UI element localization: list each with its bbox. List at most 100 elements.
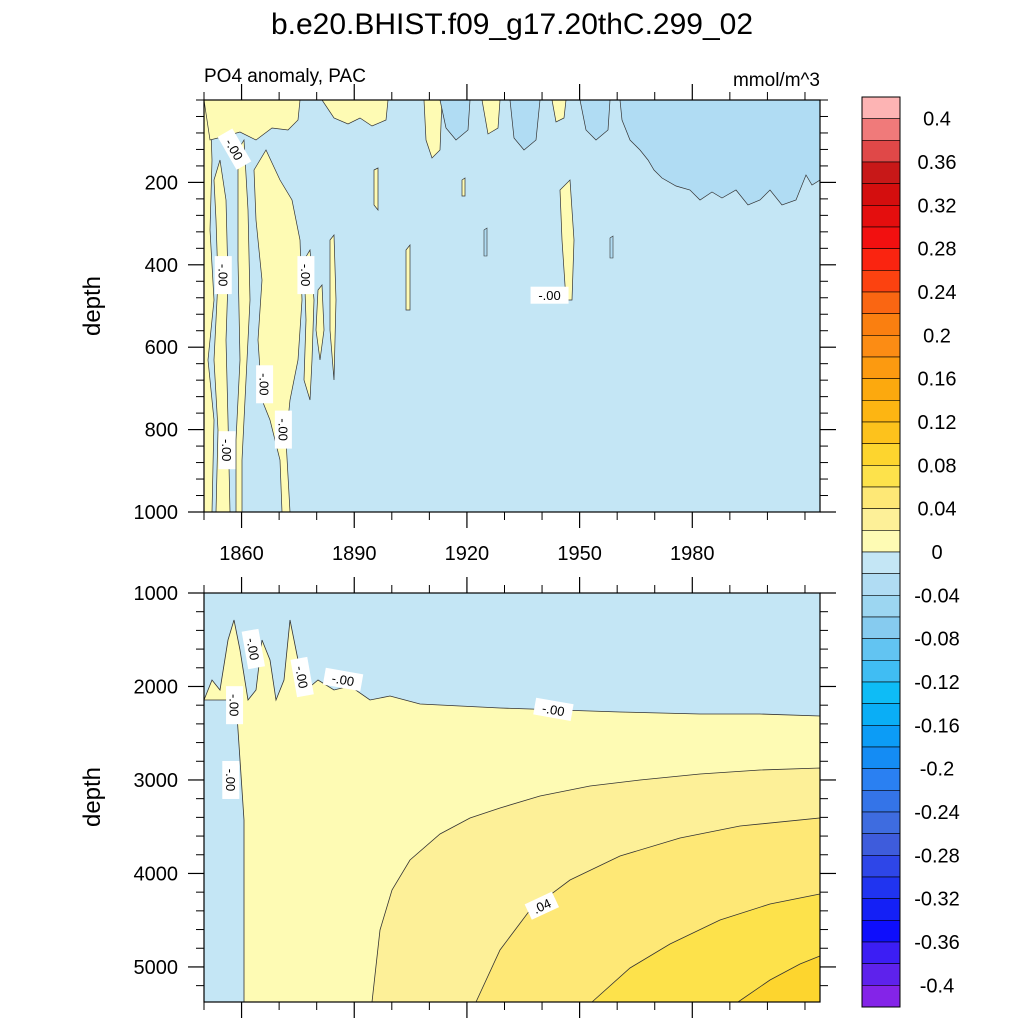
left-string: PO4 anomaly, PAC: [204, 66, 366, 87]
lower-axis-ticks: 1000 2000 3000 4000 5000: [134, 577, 836, 1018]
contour-label-text: -.00: [292, 665, 311, 690]
colorbar-box: [861, 465, 901, 488]
contour-label-text: -.00: [215, 264, 230, 286]
colorbar-label: -0.12: [914, 672, 960, 694]
colorbar-box: [861, 920, 901, 943]
upper-xtick-label: 1950: [557, 543, 602, 565]
contour-label-text: -.00: [331, 671, 356, 690]
colorbar-box: [861, 421, 901, 444]
colorbar-box: [861, 941, 901, 964]
contour-label-text: -.00: [541, 701, 566, 720]
lower-ytick-label: 1000: [134, 583, 179, 605]
contour-label: -.00: [297, 256, 315, 295]
colorbar-box: [861, 551, 901, 574]
colorbar-box: [861, 248, 901, 271]
colorbar-box: [861, 855, 901, 878]
upper-xtick-label: 1920: [445, 543, 490, 565]
figure-title: b.e20.BHIST.f09_g17.20thC.299_02: [271, 8, 753, 41]
colorbar-box: [861, 746, 901, 769]
colorbar-label: 0.4: [923, 109, 951, 131]
upper-ytick-label: 600: [145, 337, 178, 359]
contour-label-box: [274, 410, 292, 449]
colorbar-box: [861, 703, 901, 726]
colorbar-label: -0.32: [914, 889, 960, 911]
upper-xtick-label: 1890: [332, 543, 377, 565]
lower-panel-frame: [203, 592, 821, 1003]
upper-contour-field: [203, 99, 821, 513]
colorbar-box: [861, 876, 901, 899]
colorbar-box: [861, 833, 901, 856]
colorbar-box: [861, 226, 901, 249]
colorbar-box: [861, 161, 901, 184]
lower-ytick-label: 3000: [134, 770, 179, 792]
colorbar-box: [861, 790, 901, 813]
colorbar-box: [861, 985, 901, 1008]
colorbar-box: [861, 963, 901, 986]
colorbar-box: [861, 140, 901, 163]
colorbar-box: [861, 681, 901, 704]
colorbar-label: 0.2: [923, 325, 951, 347]
colorbar-box: [861, 508, 901, 531]
colorbar-box: [861, 898, 901, 921]
colorbar-label: -0.04: [914, 585, 960, 607]
contour-label-text: -.00: [257, 373, 272, 395]
colorbar-label: 0.16: [918, 369, 957, 391]
upper-xtick-label: 1860: [219, 543, 264, 565]
upper-ytick-label: 400: [145, 255, 178, 277]
colorbar-label: -0.36: [914, 932, 960, 954]
contour-label: -.00: [274, 410, 292, 449]
colorbar-box: [861, 573, 901, 596]
contour-label: -.00: [530, 286, 569, 304]
units-label: mmol/m^3: [733, 70, 820, 91]
colorbar: 0.4 0.36 0.32 0.28 0.24 0.2 0.16 0.12 0.08 0.04 0 -…: [861, 96, 960, 1008]
lower-contour-labels: -.00 -.00 -.00 -.00 -.00 -.00 .04: [222, 628, 574, 920]
upper-xtick-label: 1980: [670, 543, 715, 565]
colorbar-label: 0.28: [918, 239, 957, 261]
contour-label-box: [214, 256, 232, 295]
colorbar-box: [861, 660, 901, 683]
contour-label-text: -.00: [275, 418, 290, 440]
contour-label-text: -.00: [227, 694, 242, 716]
contour-label: -.00: [290, 656, 314, 698]
lower-ytick-label: 5000: [134, 957, 179, 979]
colorbar-box: [861, 118, 901, 141]
colorbar-label: 0.36: [918, 152, 957, 174]
contour-label-box: [297, 256, 315, 295]
contour-label: -.00: [256, 365, 274, 404]
colorbar-box: [861, 725, 901, 748]
colorbar-box: [861, 443, 901, 466]
colorbar-box: [861, 768, 901, 791]
contour-label-box: [290, 656, 314, 698]
upper-panel-frame: [203, 99, 821, 513]
contour-label: -.00: [226, 686, 244, 725]
lower-ylabel: depth: [79, 767, 106, 827]
colorbar-frame: [861, 96, 901, 1008]
colorbar-label: -0.08: [914, 629, 960, 651]
colorbar-box: [861, 183, 901, 206]
colorbar-label: -0.28: [914, 845, 960, 867]
colorbar-box: [861, 811, 901, 834]
lower-contour-field: [203, 619, 821, 1003]
contour-label-text: -.00: [538, 288, 560, 303]
colorbar-label: -0.2: [920, 759, 954, 781]
contour-label: -.00: [218, 431, 236, 470]
upper-axis-ticks: 1860 1890 1920 1950 1980 200 400 600 800 1000: [134, 84, 836, 565]
colorbar-box: [861, 205, 901, 228]
colorbar-box: [861, 313, 901, 336]
colorbar-box: [861, 270, 901, 293]
colorbar-label: -0.4: [920, 975, 954, 997]
colorbar-box: [861, 335, 901, 358]
colorbar-box: [861, 378, 901, 401]
upper-panel: 1860 1890 1920 1950 1980 200 400 600 800 1000 -.0…: [79, 84, 836, 565]
colorbar-box: [861, 400, 901, 423]
contour-label: -.00: [241, 628, 265, 670]
contour-label: -.00: [322, 667, 364, 692]
contour-label: .04: [524, 891, 560, 920]
colorbar-box: [861, 486, 901, 509]
upper-ytick-label: 200: [145, 172, 178, 194]
contour-label-text: -.00: [219, 439, 234, 461]
contour-label-box: [241, 628, 265, 670]
colorbar-box: [861, 595, 901, 618]
